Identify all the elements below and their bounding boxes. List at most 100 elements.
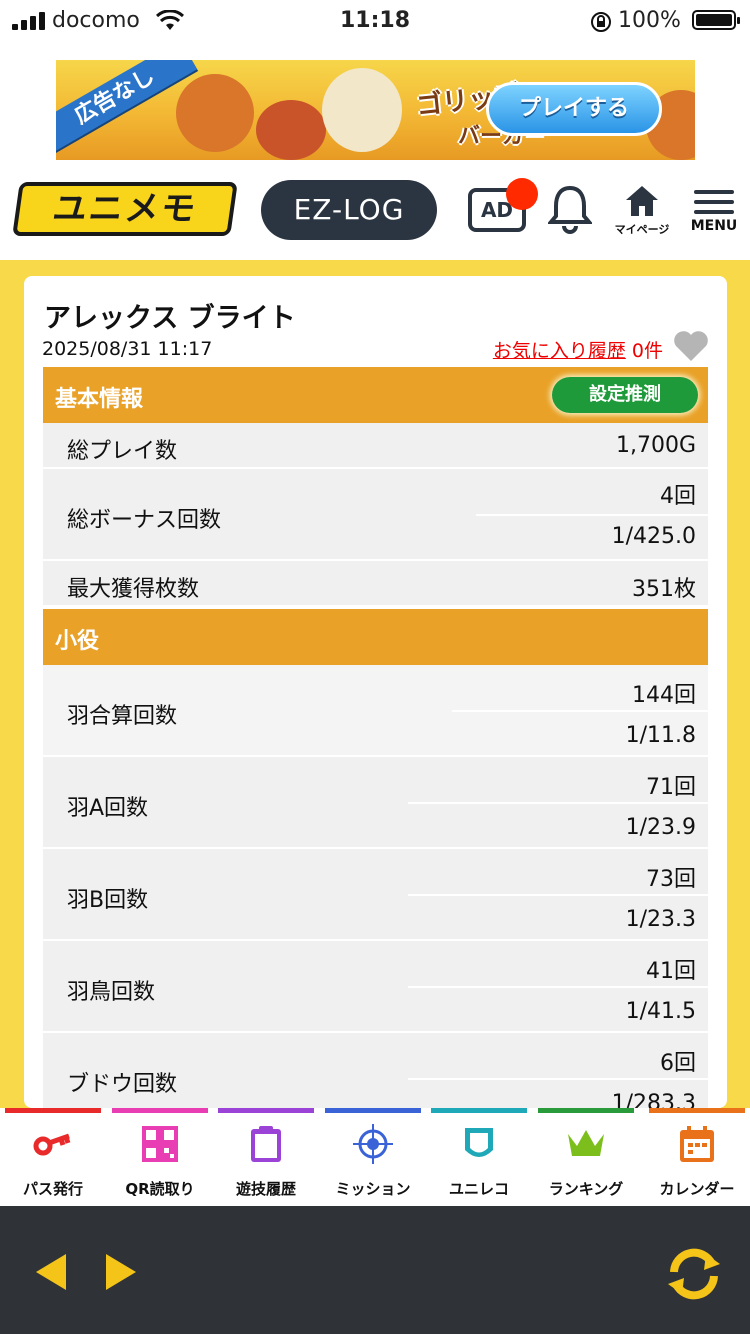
mypage-button[interactable]: マイページ — [612, 184, 672, 237]
row-divider — [476, 514, 708, 516]
menu-label: MENU — [690, 218, 738, 234]
row-value: 4回 — [660, 484, 696, 509]
row-label: ブドウ回数 — [67, 1072, 178, 1097]
browser-toolbar — [0, 1206, 750, 1334]
battery-icon — [692, 10, 740, 30]
tab-color-bar — [538, 1108, 634, 1113]
tab-color-bar — [431, 1108, 527, 1113]
tab-calendar[interactable]: カレンダー — [649, 1108, 745, 1206]
row-value: 41回 — [646, 959, 696, 984]
tab-label: カレンダー — [659, 1180, 735, 1198]
row-label: 羽A回数 — [67, 796, 149, 821]
machine-name: アレックス ブライト — [44, 303, 296, 334]
row-label: 羽合算回数 — [67, 704, 178, 729]
section-small-roles: 小役 — [43, 609, 708, 665]
ezlog-button[interactable]: EZ-LOG — [261, 180, 437, 240]
signal-icon — [12, 12, 46, 30]
tab-label: ミッション — [335, 1180, 411, 1198]
tab-label: ユニレコ — [448, 1180, 509, 1198]
menu-button[interactable]: MENU — [686, 184, 742, 234]
tab-unireco[interactable]: ユニレコ — [431, 1108, 527, 1206]
section-title: 小役 — [55, 629, 100, 654]
tab-color-bar — [649, 1108, 745, 1113]
heart-icon[interactable] — [673, 330, 709, 362]
clock: 11:18 — [339, 8, 411, 33]
tab-play-history[interactable]: 遊技履歴 — [218, 1108, 314, 1206]
favorite-history: お気に入り履歴 0件 — [493, 336, 663, 363]
row-value: 351枚 — [632, 577, 696, 602]
unireco-icon — [465, 1128, 493, 1157]
tab-color-bar — [325, 1108, 421, 1113]
tab-ranking[interactable]: ランキング — [538, 1108, 634, 1206]
tab-label: パス発行 — [22, 1180, 83, 1198]
notification-dot — [506, 178, 538, 210]
row-label: 最大獲得枚数 — [67, 577, 200, 602]
row-divider — [408, 986, 708, 988]
carrier-label: docomo — [52, 8, 140, 33]
rotation-lock-icon — [591, 12, 611, 32]
home-icon — [626, 186, 658, 216]
table-row: 羽A回数 71回 1/23.9 — [43, 757, 708, 849]
machine-data-card: アレックス ブライト 2025/08/31 11:17 お気に入り履歴 0件 基… — [24, 276, 727, 1108]
fries-graphic — [256, 100, 326, 160]
target-icon — [353, 1124, 393, 1164]
table-row: 総プレイ数 1,700G — [43, 423, 708, 469]
table-row: 総ボーナス回数 4回 1/425.0 — [43, 469, 708, 561]
row-divider — [452, 710, 708, 712]
row-value: 1,700G — [615, 433, 696, 458]
tab-color-bar — [5, 1108, 101, 1113]
tab-pass-issue[interactable]: パス発行 — [5, 1108, 101, 1206]
row-rate: 1/11.8 — [625, 723, 696, 748]
row-rate: 1/41.5 — [625, 999, 696, 1024]
tab-qr-read[interactable]: QR読取り — [112, 1108, 208, 1206]
battery-percent: 100% — [618, 8, 681, 33]
brand-logo[interactable]: ユニメモ — [12, 182, 238, 236]
row-value: 71回 — [646, 775, 696, 800]
row-value: 73回 — [646, 867, 696, 892]
tab-label: ランキング — [548, 1180, 624, 1198]
row-rate: 1/425.0 — [611, 524, 696, 549]
tab-color-bar — [112, 1108, 208, 1113]
record-datetime: 2025/08/31 11:17 — [42, 338, 213, 360]
row-rate: 1/23.3 — [625, 907, 696, 932]
tab-mission[interactable]: ミッション — [325, 1108, 421, 1206]
row-label: 羽B回数 — [67, 888, 149, 913]
clipboard-icon — [251, 1126, 281, 1162]
mypage-label: マイページ — [614, 223, 670, 236]
crown-icon — [568, 1130, 604, 1156]
row-divider — [408, 802, 708, 804]
row-divider — [408, 894, 708, 896]
burger-graphic — [176, 74, 254, 152]
refresh-icon[interactable] — [662, 1242, 726, 1306]
bell-icon[interactable] — [548, 184, 592, 234]
qr-icon — [142, 1126, 178, 1162]
table-row: 羽B回数 73回 1/23.3 — [43, 849, 708, 941]
bottom-tab-bar: パス発行 QR読取り 遊技履歴 ミッション — [0, 1108, 750, 1206]
section-basic-info: 基本情報 設定推測 — [43, 367, 708, 423]
table-row: 羽鳥回数 41回 1/41.5 — [43, 941, 708, 1033]
section-title: 基本情報 — [55, 387, 144, 412]
play-button[interactable]: プレイする — [486, 82, 662, 136]
ad-banner[interactable]: 広告なし ゴリッブ バーガー プレイする — [56, 60, 695, 160]
row-value: 144回 — [632, 683, 696, 708]
forward-icon[interactable] — [106, 1254, 136, 1290]
tab-color-bar — [218, 1108, 314, 1113]
setting-estimate-button[interactable]: 設定推測 — [552, 377, 698, 413]
row-label: 総プレイ数 — [67, 439, 178, 464]
tab-label: 遊技履歴 — [235, 1180, 296, 1198]
row-label: 羽鳥回数 — [67, 980, 156, 1005]
favorite-count: 0件 — [631, 340, 663, 362]
tab-label: QR読取り — [125, 1180, 195, 1198]
favorite-history-link[interactable]: お気に入り履歴 — [492, 340, 626, 362]
back-icon[interactable] — [36, 1254, 66, 1290]
row-value: 6回 — [660, 1051, 696, 1076]
key-icon — [33, 1133, 71, 1156]
row-label: 総ボーナス回数 — [67, 508, 222, 533]
hamburger-icon — [686, 184, 742, 214]
calendar-icon — [680, 1126, 714, 1162]
app-header: ユニメモ EZ-LOG AD マイページ MENU — [0, 160, 750, 260]
table-row: 最大獲得枚数 351枚 — [43, 561, 708, 607]
row-rate: 1/283.3 — [611, 1091, 696, 1108]
table-row: 羽合算回数 144回 1/11.8 — [43, 665, 708, 757]
table-row: ブドウ回数 6回 1/283.3 — [43, 1033, 708, 1108]
